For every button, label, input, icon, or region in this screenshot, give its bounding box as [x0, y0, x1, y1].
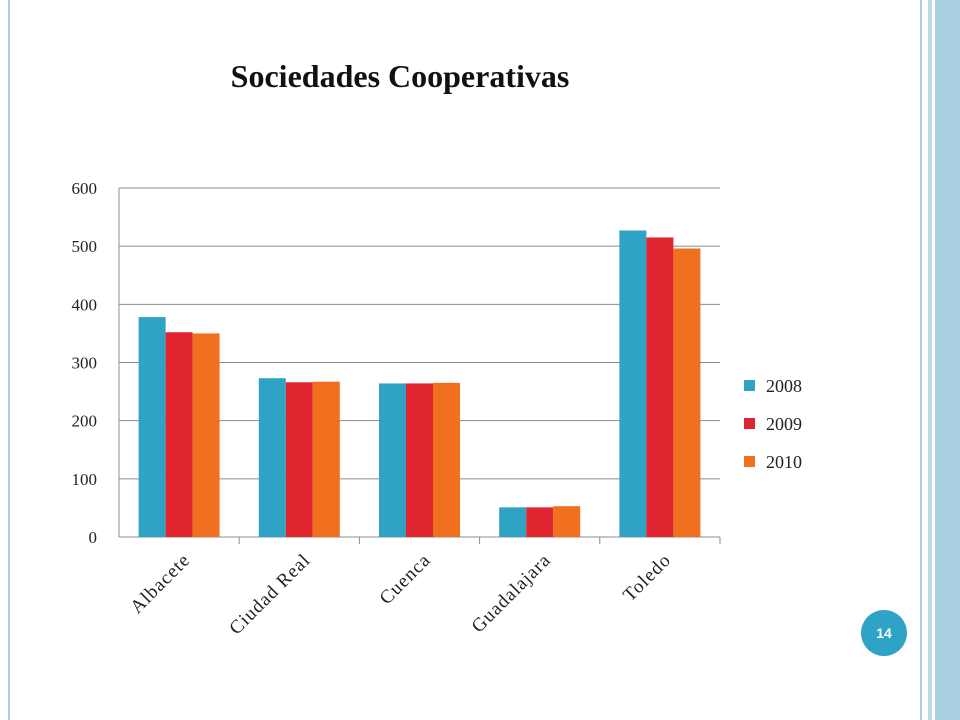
- x-tick-label: Toledo: [619, 550, 675, 606]
- left-border-line: [8, 0, 10, 720]
- x-tick-label: Ciudad Real: [225, 550, 314, 639]
- bar-2009-albacete: [165, 332, 193, 537]
- y-tick-label: 600: [72, 179, 98, 198]
- x-tick-label: Cuenca: [376, 550, 435, 609]
- y-tick-label: 0: [89, 528, 98, 547]
- legend-label-2010: 2010: [766, 452, 802, 472]
- page-number-badge: 14: [861, 610, 907, 656]
- bar-2008-guadalajara: [499, 507, 527, 537]
- bar-2008-toledo: [619, 230, 647, 537]
- bar-2010-cuenca: [433, 382, 460, 537]
- bar-2010-ciudad-real: [312, 381, 340, 537]
- legend-label-2009: 2009: [766, 414, 802, 434]
- bar-2009-ciudad-real: [285, 382, 313, 537]
- y-tick-label: 400: [72, 295, 98, 314]
- bar-2009-guadalajara: [526, 507, 554, 537]
- legend-swatch-2009: [744, 418, 755, 429]
- y-tick-label: 300: [72, 354, 98, 373]
- x-tick-label: Guadalajara: [468, 550, 556, 638]
- y-tick-label: 200: [72, 412, 98, 431]
- legend-label-2008: 2008: [766, 376, 802, 396]
- bar-2008-cuenca: [379, 383, 406, 537]
- bar-2009-toledo: [646, 237, 674, 538]
- y-tick-label: 500: [72, 237, 98, 256]
- bar-2008-albacete: [138, 317, 166, 537]
- legend-swatch-2008: [744, 380, 755, 391]
- chart-title: Sociedades Cooperativas: [230, 58, 570, 94]
- x-tick-label: Albacete: [126, 550, 194, 618]
- bar-2010-toledo: [673, 248, 701, 537]
- y-tick-label: 100: [72, 470, 98, 489]
- bar-2010-guadalajara: [553, 506, 581, 537]
- right-decorative-border: [918, 0, 960, 720]
- legend-swatch-2010: [744, 456, 755, 467]
- bar-2008-ciudad-real: [258, 378, 286, 537]
- bar-2010-albacete: [192, 333, 220, 537]
- bar-2009-cuenca: [406, 383, 433, 537]
